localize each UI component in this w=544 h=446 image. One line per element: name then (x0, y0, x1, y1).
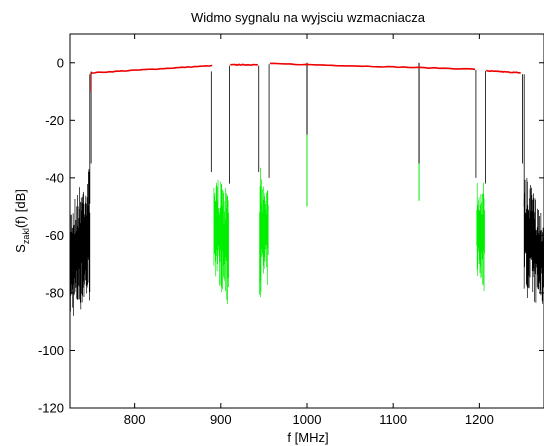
band-line-1 (230, 63, 259, 66)
x-tick-label: 1200 (465, 412, 494, 427)
y-tick-label: -100 (38, 343, 64, 358)
y-axis-label-tail: (f) [dB] (13, 189, 28, 228)
noise-trace (523, 178, 544, 304)
y-tick-label: 0 (57, 55, 64, 70)
y-tick-label: -40 (45, 170, 64, 185)
x-tick-label: 1100 (379, 412, 407, 427)
noise-gap-1200 (476, 182, 485, 292)
series-layer (69, 62, 544, 316)
band-line-2 (269, 62, 476, 71)
chart-title: Widmo sygnalu na wyjsciu wzmacniacza (191, 10, 426, 25)
axis-layer: 800 900 1000 1100 1200 0 -20 -40 -60 -80 -100 -120 (38, 34, 544, 427)
y-axis-label: Szakl(f) [dB] (13, 189, 31, 253)
noise-trace (476, 182, 485, 292)
y-tick-label: -60 (45, 228, 64, 243)
noise-left-skirt (69, 169, 91, 316)
noise-trace (213, 179, 229, 305)
x-tick-label: 800 (124, 412, 146, 427)
x-axis-label: f [MHz] (287, 430, 328, 445)
noise-gap-945 (259, 167, 269, 298)
y-axis-label-sub: zakl (21, 228, 31, 244)
noise-right-skirt (523, 178, 544, 304)
x-tick-label: 900 (210, 412, 232, 427)
x-tick-label: 1000 (293, 412, 322, 427)
y-axis-label-main: S (13, 244, 28, 253)
y-tick-label: -20 (45, 113, 64, 128)
noise-gap-890 (213, 179, 229, 305)
y-tick-label: -120 (38, 401, 64, 416)
band-line-0 (91, 64, 213, 74)
y-tick-label: -80 (45, 285, 64, 300)
noise-trace (69, 169, 91, 316)
band-line-3 (486, 69, 521, 74)
noise-trace (259, 167, 269, 298)
